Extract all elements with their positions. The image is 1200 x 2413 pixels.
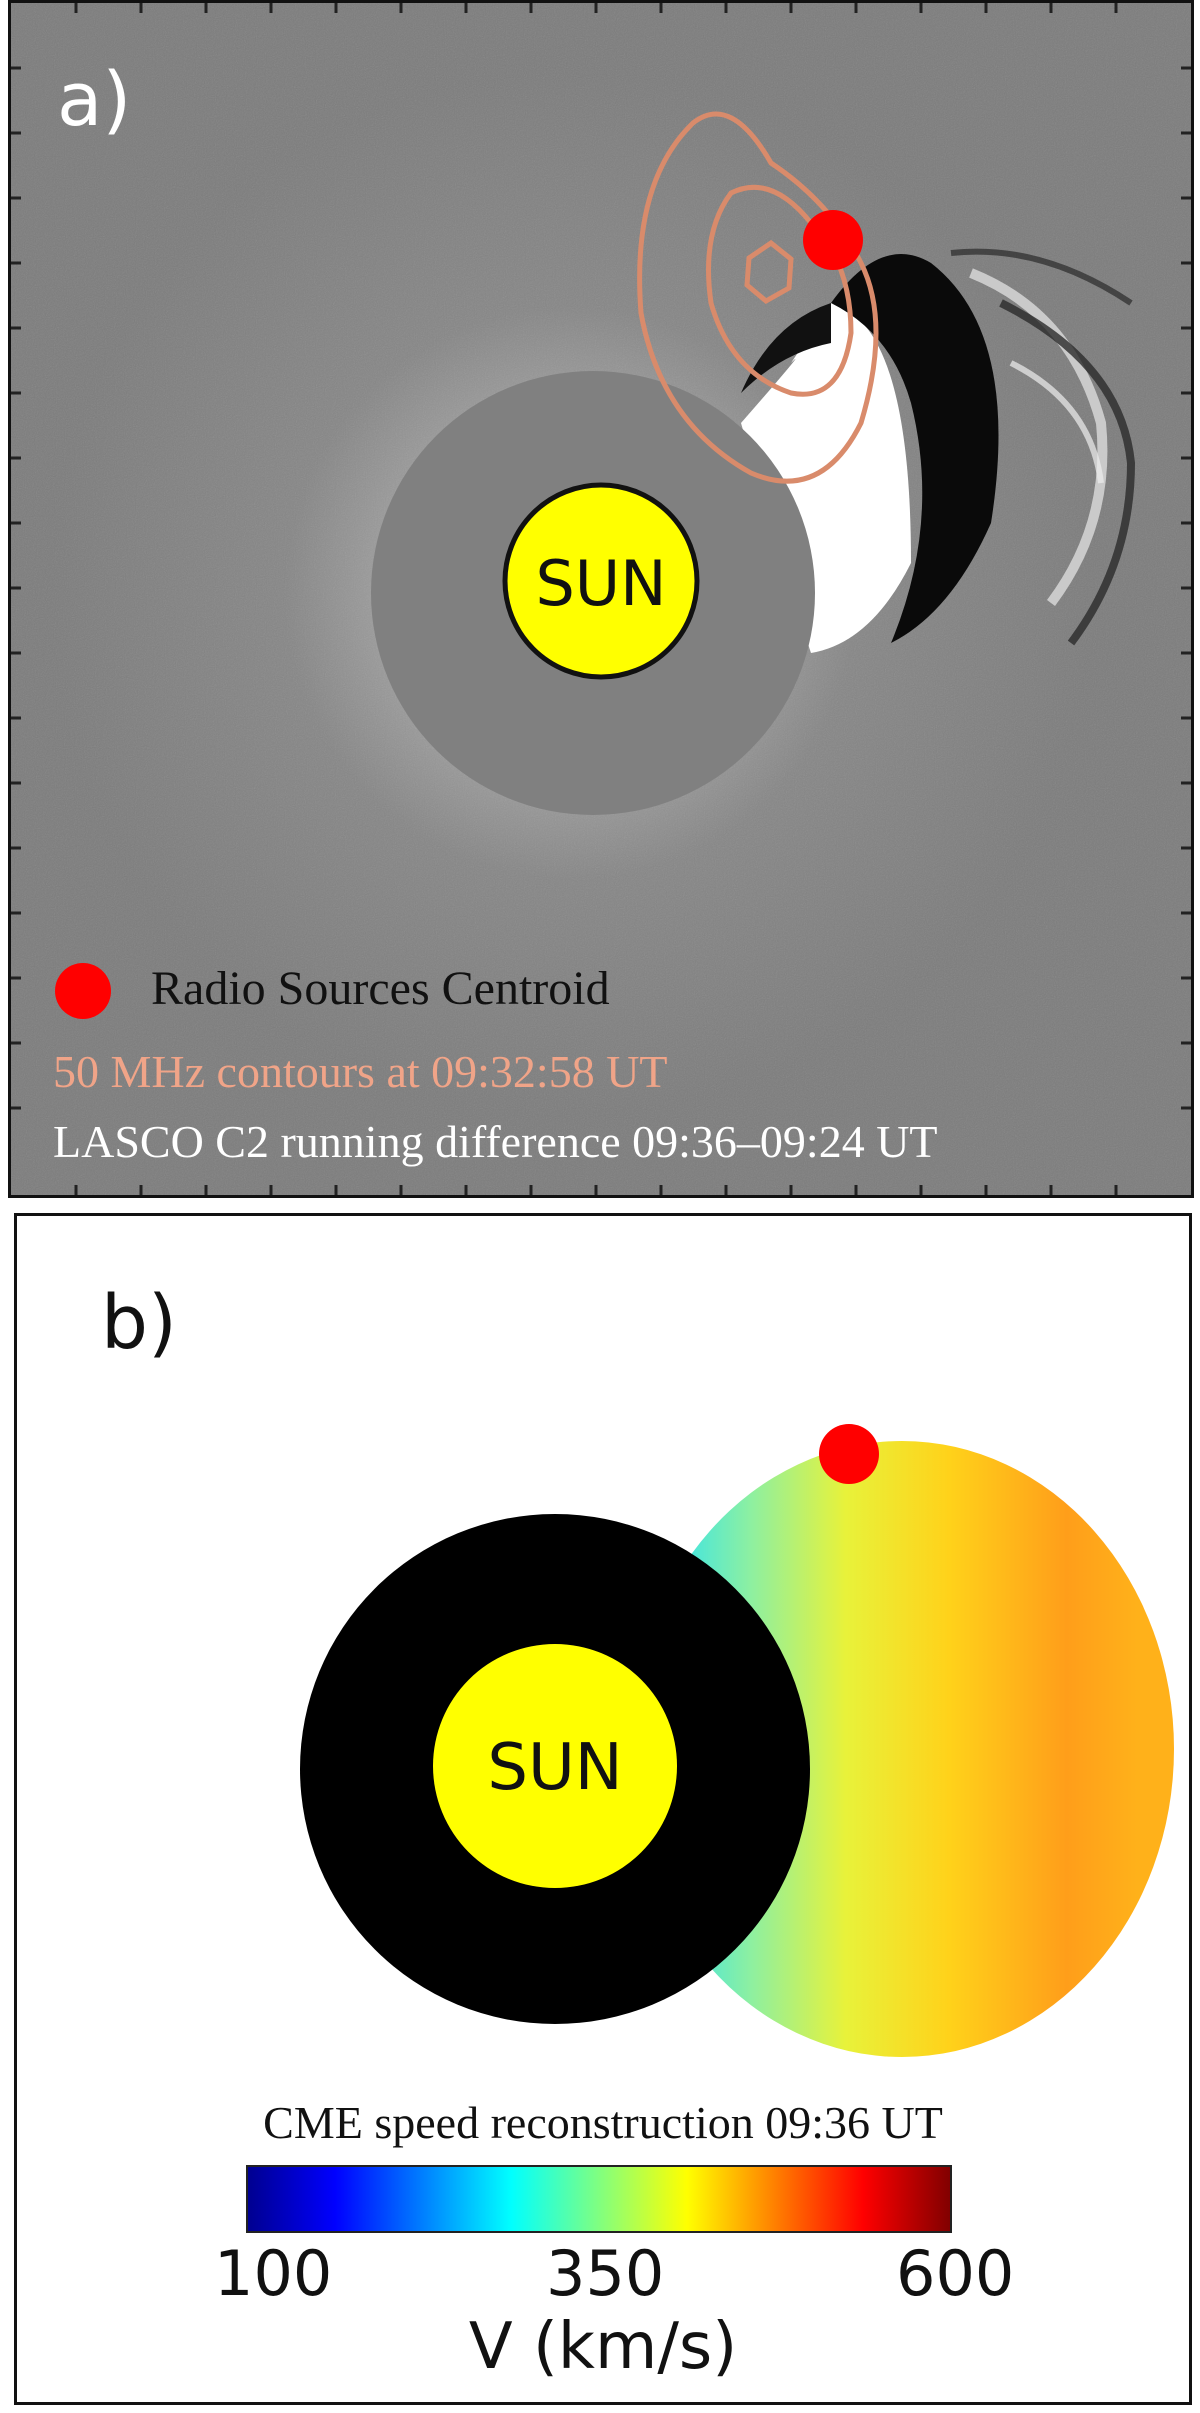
sun-disk (502, 482, 700, 680)
radio-centroid-marker (803, 210, 863, 270)
sun-label-b: SUN (487, 1731, 622, 1805)
legend-contours-label: 50 MHz contours at 09:32:58 UT (53, 1046, 668, 1097)
panel-label-a: a) (57, 57, 132, 143)
radio-centroid-marker-b (819, 1424, 879, 1484)
frame-ticks (11, 3, 1191, 1195)
panel-a-lasco-image: SUN a) Radio Sources Centroid 50 MHz con… (8, 0, 1194, 1198)
panel-label-b: b) (101, 1280, 177, 1366)
sun-disk-b (433, 1644, 677, 1888)
cme-speed-reconstruction: SUN (300, 1424, 1174, 2057)
sun-label-a: SUN (535, 547, 666, 620)
legend-centroid-label: Radio Sources Centroid (151, 962, 610, 1015)
panel-b-cme-reconstruction: SUN b) (14, 1213, 1192, 2405)
lasco-difference-image: SUN (11, 3, 1191, 1195)
radio-contours (637, 111, 879, 484)
legend-centroid-marker (55, 963, 111, 1019)
legend-lasco-label: LASCO C2 running difference 09:36–09:24 … (53, 1116, 938, 1167)
